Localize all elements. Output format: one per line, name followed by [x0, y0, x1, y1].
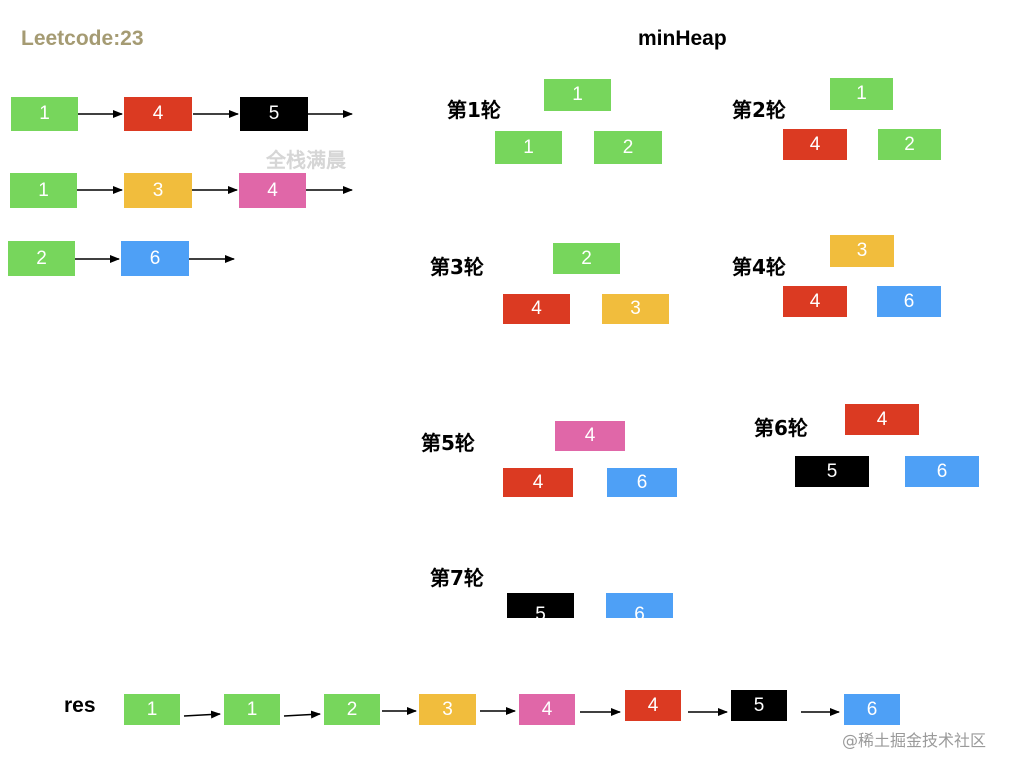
list2-node-2: 3 — [124, 173, 192, 208]
round-5-heap-right: 6 — [607, 468, 677, 497]
round-5-heap-top: 4 — [555, 421, 625, 451]
round-1-label: 第1轮 — [447, 98, 501, 122]
list2-node-1: 1 — [10, 173, 77, 208]
res-node-7: 5 — [731, 690, 787, 721]
round-6-heap-top: 4 — [845, 404, 919, 435]
round-1-heap-right: 2 — [594, 131, 662, 164]
round-3-heap-left: 4 — [503, 294, 570, 324]
list1-node-1: 1 — [11, 97, 78, 131]
watermark-text: 全栈满晨 — [266, 148, 346, 172]
res-node-8: 6 — [844, 694, 900, 725]
round-6-label: 第6轮 — [754, 416, 808, 440]
res-node-1: 1 — [124, 694, 180, 725]
round-7-heap-left: 5 — [507, 593, 574, 618]
list1-node-3: 5 — [240, 97, 308, 131]
round-2-heap-right: 2 — [878, 129, 941, 160]
footer-watermark: @稀土掘金技术社区 — [842, 731, 987, 750]
res-node-2: 1 — [224, 694, 280, 725]
round-3-label: 第3轮 — [430, 255, 484, 279]
res-node-4: 3 — [419, 694, 476, 725]
page-title: Leetcode:23 — [21, 27, 144, 50]
round-6-heap-right: 6 — [905, 456, 979, 487]
res-node-3: 2 — [324, 694, 380, 725]
round-5-label: 第5轮 — [421, 431, 475, 455]
round-4-heap-left: 4 — [783, 286, 847, 317]
round-7-heap-right-value: 6 — [634, 604, 645, 618]
list3-node-2: 6 — [121, 241, 189, 276]
round-3-heap-right: 3 — [602, 294, 669, 324]
res-node-6: 4 — [625, 690, 681, 721]
round-7-label: 第7轮 — [430, 566, 484, 590]
list1-node-2: 4 — [124, 97, 192, 131]
round-4-label: 第4轮 — [732, 255, 786, 279]
round-3-heap-top: 2 — [553, 243, 620, 274]
round-2-heap-top: 1 — [830, 78, 893, 110]
res-arrow — [183, 710, 221, 719]
round-1-heap-left: 1 — [495, 131, 562, 164]
list3-node-1: 2 — [8, 241, 75, 276]
round-7-heap-right: 6 — [606, 593, 673, 618]
round-2-heap-left: 4 — [783, 129, 847, 160]
round-2-label: 第2轮 — [732, 98, 786, 122]
round-1-heap-top: 1 — [544, 79, 611, 111]
round-6-heap-left: 5 — [795, 456, 869, 487]
res-arrow — [283, 710, 321, 719]
res-node-5: 4 — [519, 694, 575, 725]
min-heap-title: minHeap — [638, 27, 727, 50]
round-4-heap-right: 6 — [877, 286, 941, 317]
res-label: res — [64, 694, 96, 717]
round-4-heap-top: 3 — [830, 235, 894, 267]
list2-node-3: 4 — [239, 173, 306, 208]
round-7-heap-left-value: 5 — [535, 604, 546, 618]
round-5-heap-left: 4 — [503, 468, 573, 497]
